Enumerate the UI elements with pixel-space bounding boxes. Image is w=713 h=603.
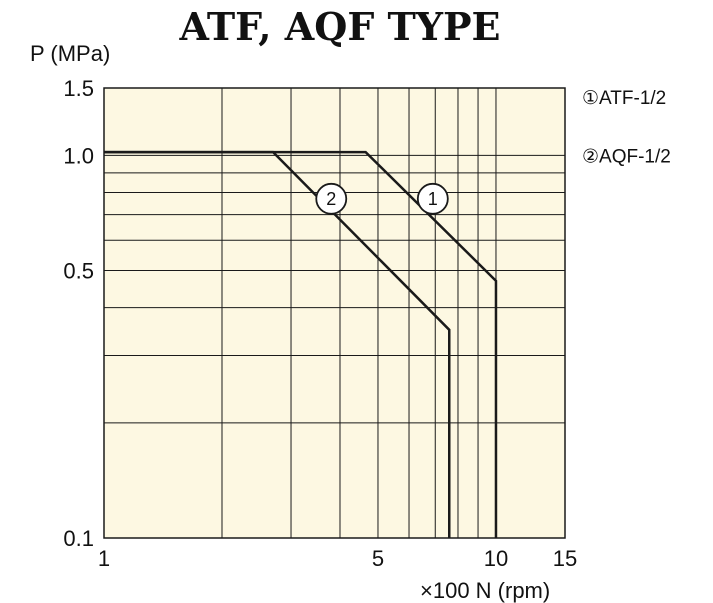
x-tick-label: 5: [372, 546, 384, 571]
legend-entry-1: ①ATF-1/2: [582, 88, 666, 109]
series-marker-label-1: 1: [428, 189, 438, 209]
series-marker-circle-1: [416, 182, 449, 215]
series-marker-label-2: 2: [326, 189, 336, 209]
tick-labels: 1 5 10 150.10.51.01.5: [63, 76, 577, 571]
y-tick-label: 0.5: [63, 259, 94, 284]
series-group: 12: [104, 150, 498, 538]
legend: ①ATF-1/2 ②AQF-1/2: [582, 88, 671, 167]
chart-title: ATF, AQF TYPE: [178, 4, 500, 49]
x-tick-label: 1: [98, 546, 110, 571]
series-marker-circle-2: [315, 182, 348, 215]
series-line-2: [104, 150, 451, 538]
plot-area: [103, 87, 566, 539]
x-axis-label: ×100 N (rpm): [420, 578, 550, 603]
x-tick-label: 15: [553, 546, 577, 571]
x-tick-label: 10: [484, 546, 508, 571]
legend-entry-2: ②AQF-1/2: [582, 146, 671, 167]
y-tick-label: 1.0: [63, 143, 94, 168]
y-axis-label: P (MPa): [30, 41, 110, 66]
y-tick-label: 0.1: [63, 526, 94, 551]
y-tick-label: 1.5: [63, 76, 94, 101]
